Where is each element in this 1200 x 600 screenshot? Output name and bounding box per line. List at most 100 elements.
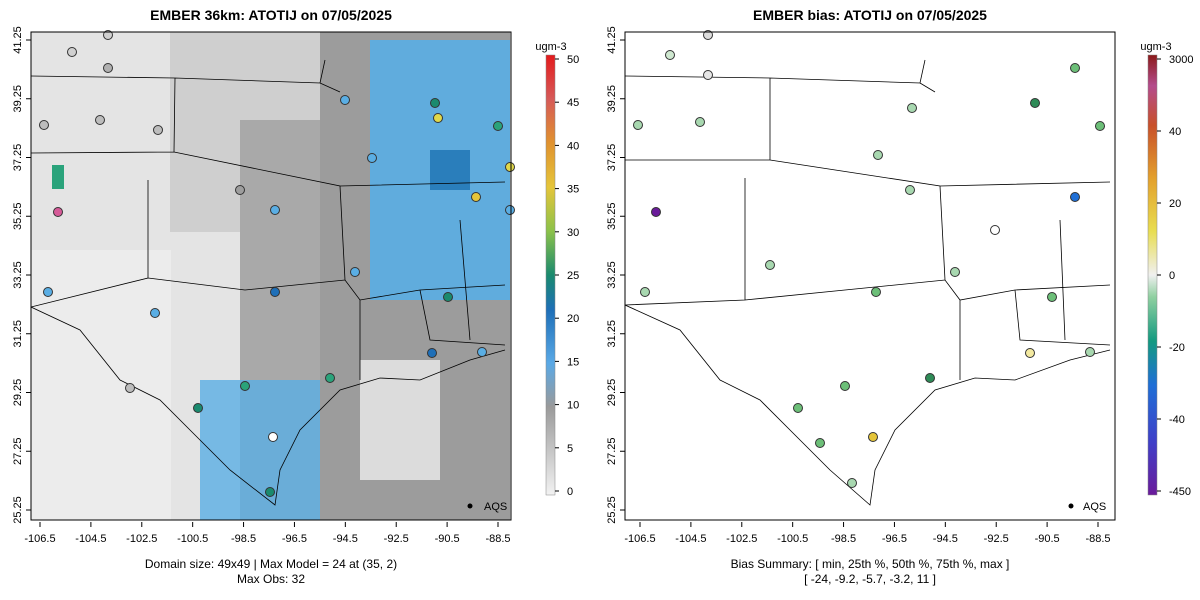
left-site <box>240 381 250 391</box>
left-field-cell-green <box>52 165 64 189</box>
right-caption-line2: [ -24, -9.2, -5.7, -3.2, 11 ] <box>804 572 936 586</box>
right-site <box>1085 347 1095 357</box>
right-lat-tick-label: 35.25 <box>606 202 618 230</box>
right-sites <box>633 30 1105 488</box>
left-legend-label: AQS <box>484 501 507 513</box>
left-colorbar-tick-label: 45 <box>567 97 579 109</box>
right-map-background <box>625 32 1115 520</box>
right-lat-tick-label: 25.25 <box>606 496 618 524</box>
left-field-gulf-low <box>360 360 440 480</box>
left-site <box>265 487 275 497</box>
left-lat-ticks: 41.25 39.25 37.25 35.25 33.25 31.25 29.25 27.25… <box>12 26 31 524</box>
left-colorbar-tick-label: 5 <box>567 443 573 455</box>
left-lat-tick-label: 27.25 <box>12 437 24 465</box>
left-lat-tick-label: 37.25 <box>12 144 24 172</box>
left-lon-tick-label: -106.5 <box>24 533 55 545</box>
right-site <box>703 30 713 40</box>
left-lat-tick-label: 35.25 <box>12 202 24 230</box>
left-site <box>95 115 105 125</box>
left-colorbar-tick-label: 25 <box>567 270 579 282</box>
right-site <box>793 403 803 413</box>
right-colorbar-tick-label: -20 <box>1169 342 1185 354</box>
right-site <box>765 260 775 270</box>
right-site <box>651 207 661 217</box>
left-site <box>367 153 377 163</box>
left-lon-tick-label: -96.5 <box>282 533 307 545</box>
right-site <box>1047 292 1057 302</box>
right-lon-tick-label: -94.5 <box>933 533 958 545</box>
left-lon-tick-label: -98.5 <box>231 533 256 545</box>
left-colorbar <box>545 54 556 496</box>
right-site <box>1030 98 1040 108</box>
left-site <box>350 267 360 277</box>
right-lon-tick-label: -92.5 <box>984 533 1009 545</box>
left-site <box>268 432 278 442</box>
left-colorbar-tick-label: 30 <box>567 227 579 239</box>
left-field-south-texas <box>200 380 320 520</box>
right-colorbar-tick-label: -40 <box>1169 414 1185 426</box>
right-lat-tick-label: 29.25 <box>606 379 618 407</box>
left-lat-tick-label: 29.25 <box>12 379 24 407</box>
left-site <box>150 308 160 318</box>
left-boundaries <box>31 59 506 506</box>
left-site <box>125 383 135 393</box>
left-lon-tick-label: -102.5 <box>126 533 157 545</box>
left-colorbar-tick-label: 35 <box>567 184 579 196</box>
left-colorbar-tick-label: 20 <box>567 313 579 325</box>
left-panel: EMBER 36km: ATOTIJ on 07/05/2025 <box>12 7 579 586</box>
right-site <box>695 117 705 127</box>
left-site <box>471 192 481 202</box>
right-legend-dot-icon <box>1068 503 1074 509</box>
left-site <box>270 205 280 215</box>
left-colorbar-tick-label: 0 <box>567 486 573 498</box>
right-colorbar-unit: ugm-3 <box>1140 41 1171 53</box>
right-boundaries <box>625 59 1111 506</box>
left-colorbar-unit: ugm-3 <box>535 41 566 53</box>
left-lat-tick-label: 39.25 <box>12 85 24 113</box>
right-site <box>871 287 881 297</box>
left-site <box>43 287 53 297</box>
right-site <box>1025 348 1035 358</box>
right-site <box>925 373 935 383</box>
right-site <box>873 150 883 160</box>
right-lon-tick-label: -98.5 <box>831 533 856 545</box>
right-site <box>990 225 1000 235</box>
left-lat-tick-label: 33.25 <box>12 261 24 289</box>
left-title: EMBER 36km: ATOTIJ on 07/05/2025 <box>150 7 392 23</box>
right-lon-ticks: -106.5 -104.5 -102.5 -100.5 -98.5 -96.5 -94.5 -… <box>624 522 1111 545</box>
right-lon-tick-label: -106.5 <box>624 533 655 545</box>
right-lon-tick-label: -96.5 <box>882 533 907 545</box>
right-lon-tick-label: -102.5 <box>726 533 757 545</box>
left-field-southwest <box>31 250 171 520</box>
right-site <box>815 438 825 448</box>
right-colorbar <box>1147 54 1158 496</box>
left-lon-tick-label: -92.5 <box>384 533 409 545</box>
right-lat-tick-label: 37.25 <box>606 144 618 172</box>
right-legend-label: AQS <box>1083 501 1106 513</box>
left-site <box>505 162 515 172</box>
left-colorbar-tick-label: 50 <box>567 54 579 66</box>
left-colorbar-tick-label: 40 <box>567 140 579 152</box>
right-title: EMBER bias: ATOTIJ on 07/05/2025 <box>753 7 987 23</box>
left-site <box>433 113 443 123</box>
left-site <box>103 30 113 40</box>
right-colorbar-tick-label: 40 <box>1169 126 1181 138</box>
left-site <box>39 120 49 130</box>
right-colorbar-tick-label: -450 <box>1169 486 1191 498</box>
left-site <box>340 95 350 105</box>
left-model-field <box>31 32 511 520</box>
right-caption-line1: Bias Summary: [ min, 25th %, 50th %, 75t… <box>731 557 1010 571</box>
right-site <box>633 120 643 130</box>
right-site <box>703 70 713 80</box>
left-site <box>505 205 515 215</box>
left-site <box>103 63 113 73</box>
right-lat-tick-label: 33.25 <box>606 261 618 289</box>
left-site <box>270 287 280 297</box>
right-lat-tick-label: 39.25 <box>606 85 618 113</box>
right-site <box>640 287 650 297</box>
left-site <box>325 373 335 383</box>
left-site <box>430 98 440 108</box>
right-lon-tick-label: -88.5 <box>1085 533 1110 545</box>
right-site <box>907 103 917 113</box>
